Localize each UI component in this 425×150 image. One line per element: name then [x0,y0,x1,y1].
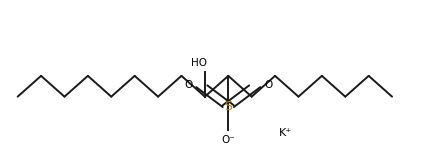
Text: O: O [184,80,193,90]
Text: O⁻: O⁻ [221,135,235,145]
Text: HO: HO [191,58,207,68]
Text: O: O [264,80,272,90]
Text: K⁺: K⁺ [279,128,292,138]
Text: S: S [224,100,232,113]
